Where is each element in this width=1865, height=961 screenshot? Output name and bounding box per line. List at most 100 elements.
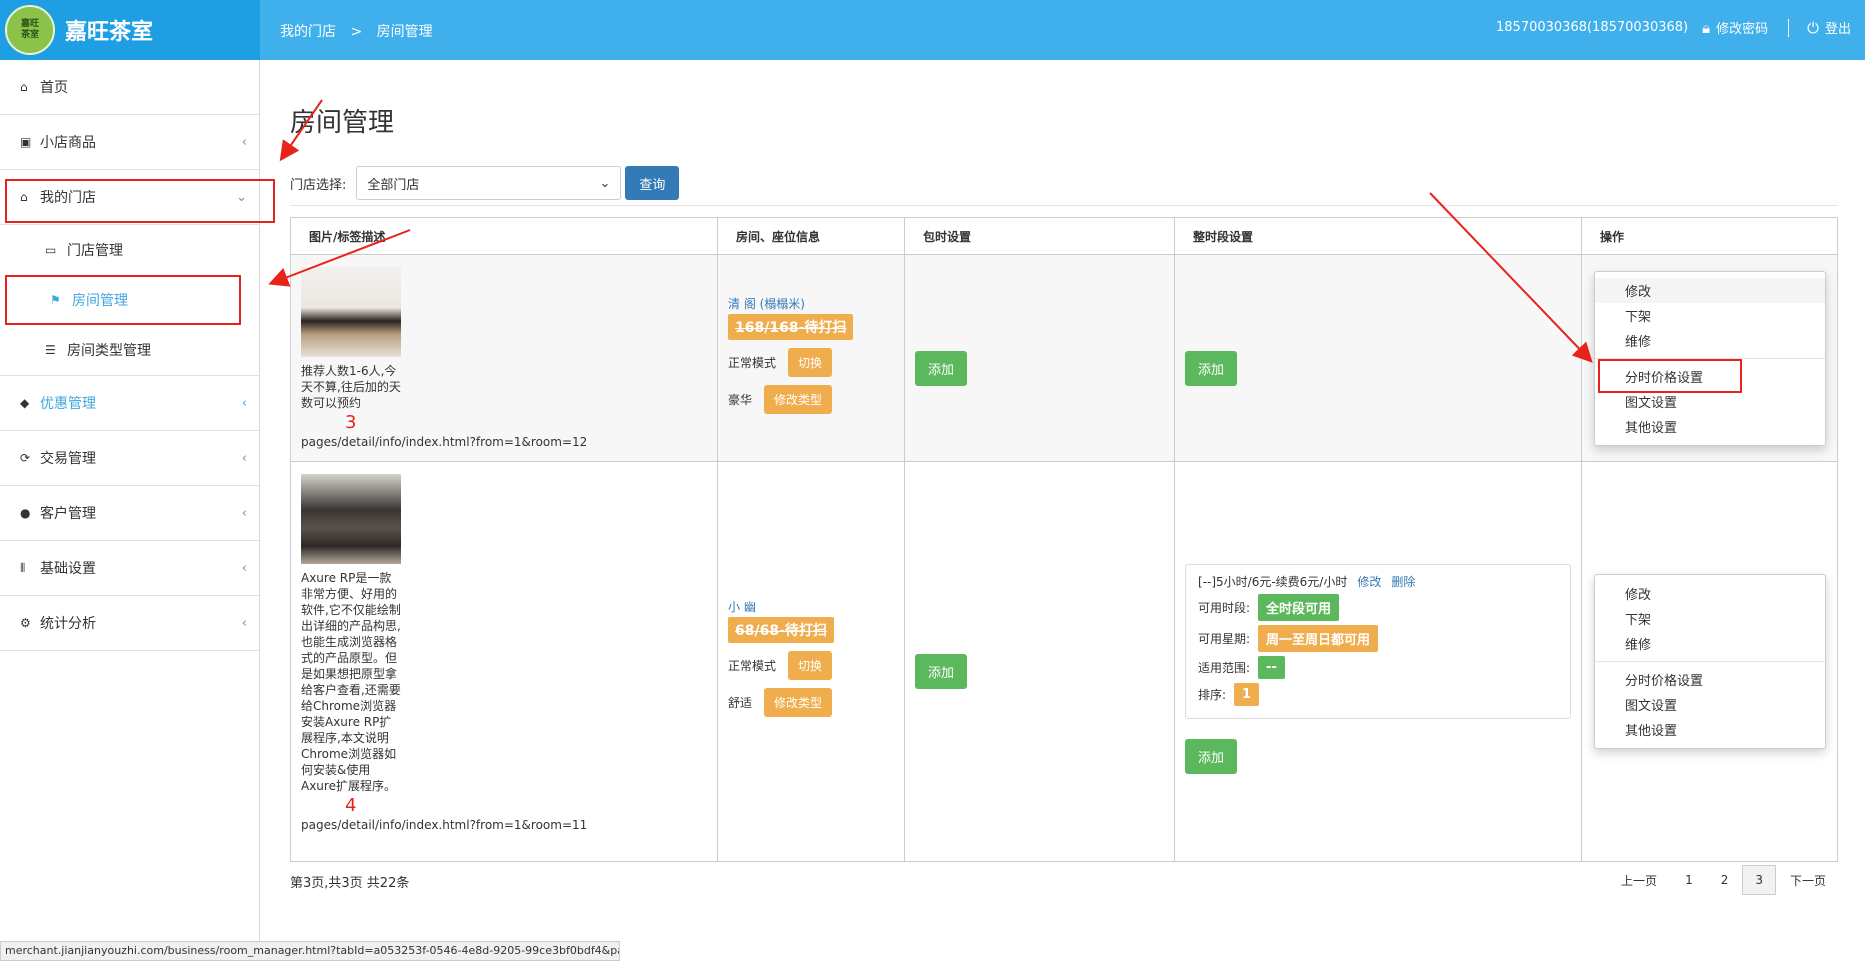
room-status-badge: 168/168-待打扫 bbox=[728, 314, 854, 340]
logout-link[interactable]: ⏻ 登出 bbox=[1807, 18, 1851, 38]
annotation-box-time-price bbox=[1598, 359, 1742, 393]
slot-delete-link[interactable]: 删除 bbox=[1391, 575, 1416, 589]
slot-week-label: 可用星期: bbox=[1198, 632, 1251, 646]
menu-item-image-text[interactable]: 图文设置 bbox=[1625, 699, 1678, 714]
header-package: 包时设置 bbox=[904, 217, 1175, 255]
home-icon: ⌂ bbox=[20, 190, 28, 204]
change-password-link[interactable]: 🔒︎ 修改密码 bbox=[1702, 18, 1769, 38]
chevron-left-icon: ‹ bbox=[241, 560, 247, 576]
change-type-button[interactable]: 修改类型 bbox=[764, 688, 833, 717]
page-3-button[interactable]: 3 bbox=[1742, 865, 1776, 895]
sidebar-item-home[interactable]: ⌂ 首页 bbox=[0, 60, 259, 115]
room-name-link[interactable]: 清 阁 (榻榻米) bbox=[728, 297, 805, 311]
divider bbox=[290, 205, 1838, 206]
room-thumbnail[interactable] bbox=[301, 267, 401, 357]
prev-page-button[interactable]: 上一页 bbox=[1621, 873, 1658, 888]
filter-label: 门店选择: bbox=[290, 177, 347, 193]
cell-image-desc: Axure RP是一款非常方便、好用的软件,它不仅能绘制出详细的产品构思,也能生… bbox=[290, 461, 718, 862]
store-filter: 门店选择: 全部门店 ⌄ 查询 bbox=[290, 166, 680, 200]
sidebar-item-statistics[interactable]: ⚙︎ 统计分析 ‹ bbox=[0, 596, 259, 651]
mode-label: 正常模式 bbox=[728, 659, 777, 673]
menu-item-time-price[interactable]: 分时价格设置 bbox=[1625, 674, 1704, 689]
room-description: Axure RP是一款非常方便、好用的软件,它不仅能绘制出详细的产品构思,也能生… bbox=[301, 571, 401, 793]
brand[interactable]: 嘉旺 茶室 嘉旺茶室 bbox=[0, 0, 260, 60]
switch-button[interactable]: 切换 bbox=[788, 348, 833, 377]
menu-item-edit[interactable]: 修改 bbox=[1595, 278, 1825, 303]
sidebar-item-discounts[interactable]: ◆ 优惠管理 ‹ bbox=[0, 376, 259, 431]
sidebar-item-room-type-manage[interactable]: ☰ 房间类型管理 bbox=[0, 325, 259, 375]
user-icon: ● bbox=[20, 506, 31, 520]
cell-room-info: 小 幽 68/68-待打扫 正常模式 切换 舒适 修改类型 bbox=[717, 461, 905, 862]
inbox-icon: ▭ bbox=[45, 243, 57, 257]
sidebar-item-store-manage[interactable]: ▭ 门店管理 bbox=[0, 225, 259, 275]
sidebar-item-basic-settings[interactable]: ⦀ 基础设置 ‹ bbox=[0, 541, 259, 596]
add-slot-button[interactable]: 添加 bbox=[1185, 739, 1238, 774]
sidebar-item-transactions[interactable]: ⟳ 交易管理 ‹ bbox=[0, 431, 259, 486]
menu-item-edit[interactable]: 修改 bbox=[1625, 588, 1652, 603]
menu-item-repair[interactable]: 维修 bbox=[1625, 638, 1652, 653]
user-account[interactable]: 18570030368(18570030368) bbox=[1496, 20, 1688, 35]
user-account-label: 18570030368(18570030368) bbox=[1496, 20, 1689, 35]
chevron-down-icon: ⌄ bbox=[599, 175, 611, 191]
annotation-number: 4 bbox=[345, 795, 357, 816]
page-1-button[interactable]: 1 bbox=[1685, 873, 1693, 887]
menu-item-time-price[interactable]: 分时价格设置 bbox=[1625, 371, 1704, 386]
next-page-button[interactable]: 下一页 bbox=[1789, 873, 1826, 888]
refresh-icon: ⟳ bbox=[20, 451, 31, 465]
sidebar-item-label: 我的门店 bbox=[40, 190, 96, 206]
chevron-left-icon: ‹ bbox=[241, 395, 247, 411]
menu-item-offline[interactable]: 下架 bbox=[1625, 310, 1652, 325]
slot-week-row: 可用星期: 周一至周日都可用 bbox=[1198, 625, 1558, 652]
slot-week-badge: 周一至周日都可用 bbox=[1258, 625, 1379, 652]
menu-item-repair[interactable]: 维修 bbox=[1625, 335, 1652, 350]
room-status-badge: 68/68-待打扫 bbox=[728, 617, 834, 643]
change-type-button[interactable]: 修改类型 bbox=[764, 385, 833, 414]
header-image-desc: 图片/标签描述 bbox=[290, 217, 718, 255]
add-package-button[interactable]: 添加 bbox=[915, 351, 968, 386]
menu-divider bbox=[1595, 358, 1825, 359]
sidebar-item-shop-goods[interactable]: ▣ 小店商品 ‹ bbox=[0, 115, 259, 170]
type-label: 舒适 bbox=[728, 696, 753, 710]
menu-item-image-text[interactable]: 图文设置 bbox=[1625, 396, 1678, 411]
slot-scope-row: 适用范围: -- bbox=[1198, 656, 1558, 679]
top-bar: 嘉旺 茶室 嘉旺茶室 我的门店 > 房间管理 18570030368(185700… bbox=[0, 0, 1865, 60]
header-time-slot: 整时段设置 bbox=[1174, 217, 1582, 255]
mode-row: 正常模式 切换 bbox=[728, 651, 894, 680]
switch-button[interactable]: 切换 bbox=[788, 651, 833, 680]
annotation-box-my-store bbox=[5, 179, 275, 223]
query-button[interactable]: 查询 bbox=[625, 166, 680, 200]
sidebar-item-my-store[interactable]: ⌂ 我的门店 ⌄ bbox=[0, 170, 259, 225]
room-name-link[interactable]: 小 幽 bbox=[728, 600, 756, 614]
time-slot-card: [--]5小时/6元-续费6元/小时 修改 删除 可用时段: 全时段可用 可用星… bbox=[1185, 564, 1571, 719]
sidebar-item-label: 交易管理 bbox=[40, 451, 96, 467]
menu-item-other-settings[interactable]: 其他设置 bbox=[1625, 421, 1678, 436]
store-select-value: 全部门店 bbox=[367, 177, 420, 193]
room-thumbnail[interactable] bbox=[301, 474, 401, 564]
breadcrumb-root[interactable]: 我的门店 bbox=[280, 24, 336, 40]
menu-item-other-settings[interactable]: 其他设置 bbox=[1625, 724, 1678, 739]
type-row: 舒适 修改类型 bbox=[728, 688, 894, 717]
change-password-label: 修改密码 bbox=[1716, 22, 1769, 37]
list-icon: ☰ bbox=[45, 343, 56, 357]
sidebar-item-label: 房间管理 bbox=[72, 293, 128, 309]
sidebar: ⌂ 首页 ▣ 小店商品 ‹ ⌂ 我的门店 ⌄ ▭ 门店管理 ⚑ 房间管理 ☰ 房… bbox=[0, 60, 260, 961]
gift-icon: ▣ bbox=[20, 135, 32, 149]
page-2-button[interactable]: 2 bbox=[1720, 873, 1729, 887]
menu-item-offline[interactable]: 下架 bbox=[1625, 613, 1652, 628]
store-select[interactable]: 全部门店 ⌄ bbox=[356, 166, 622, 200]
mode-label: 正常模式 bbox=[728, 356, 777, 370]
cell-time-slot: [--]5小时/6元-续费6元/小时 修改 删除 可用时段: 全时段可用 可用星… bbox=[1174, 461, 1582, 862]
sidebar-item-customers[interactable]: ● 客户管理 ‹ bbox=[0, 486, 259, 541]
sidebar-item-label: 统计分析 bbox=[40, 616, 96, 632]
slot-order-row: 排序: 1 bbox=[1198, 683, 1558, 706]
slot-edit-link[interactable]: 修改 bbox=[1357, 575, 1382, 589]
add-package-button[interactable]: 添加 bbox=[915, 654, 968, 689]
type-label: 豪华 bbox=[728, 393, 753, 407]
add-slot-button[interactable]: 添加 bbox=[1185, 351, 1238, 386]
barcode-icon: ⦀ bbox=[20, 560, 26, 575]
chevron-left-icon: ‹ bbox=[241, 615, 247, 631]
sidebar-item-room-manage[interactable]: ⚑ 房间管理 bbox=[0, 275, 259, 325]
slot-scope-badge: -- bbox=[1258, 656, 1285, 679]
slot-order-badge: 1 bbox=[1234, 683, 1260, 706]
sidebar-item-label: 房间类型管理 bbox=[67, 343, 151, 359]
